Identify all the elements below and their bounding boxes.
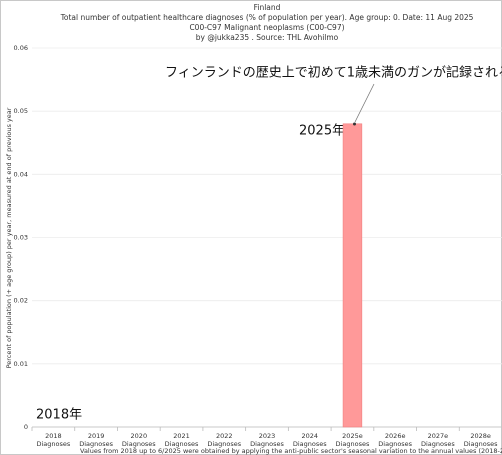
x-tick-label: 2024 xyxy=(301,432,318,440)
x-tick-label: 2028e xyxy=(470,432,491,440)
annotation: 2018年 xyxy=(36,408,82,423)
x-tick-label: Diagnoses xyxy=(122,440,156,448)
y-tick-label: 0.03 xyxy=(14,234,28,242)
x-tick-label: 2026e xyxy=(385,432,406,440)
x-tick-label: Diagnoses xyxy=(36,440,70,448)
annotation: フィンランドの歴史上で初めて1歳未満のガンが記録される xyxy=(165,65,502,81)
y-axis-label: Percent of population (+ age group) per … xyxy=(5,107,13,368)
x-tick-label: 2022 xyxy=(216,432,233,440)
x-tick-label: Diagnoses xyxy=(421,440,455,448)
x-tick-label: 2020 xyxy=(131,432,148,440)
annotation-arrow xyxy=(354,83,375,123)
y-tick-label: 0.04 xyxy=(14,170,28,178)
x-tick-label: Diagnoses xyxy=(293,440,327,448)
y-tick-label: 0.02 xyxy=(14,297,28,305)
x-tick-label: Diagnoses xyxy=(207,440,241,448)
x-tick-label: Diagnoses xyxy=(336,440,370,448)
x-tick-label: 2027e xyxy=(428,432,449,440)
chart-title: Finland xyxy=(254,3,281,12)
y-tick-label: 0.06 xyxy=(14,44,28,52)
footnote: Values from 2018 up to 6/2025 were obtai… xyxy=(80,447,502,455)
x-tick-label: 2025e xyxy=(342,432,363,440)
x-tick-label: Diagnoses xyxy=(79,440,113,448)
bar xyxy=(342,123,363,428)
y-tick-label: 0.01 xyxy=(14,360,28,368)
x-tick-label: Diagnoses xyxy=(378,440,412,448)
arrow-head xyxy=(353,122,356,126)
annotation: 2025年 xyxy=(299,124,345,139)
y-tick-label: 0 xyxy=(24,423,28,431)
x-tick-label: Diagnoses xyxy=(464,440,498,448)
x-tick-label: 2023 xyxy=(259,432,276,440)
x-tick-label: Diagnoses xyxy=(165,440,199,448)
x-tick-label: Diagnoses xyxy=(250,440,284,448)
chart-title: by @jukka235 . Source: THL Avohilmo xyxy=(196,33,339,42)
x-tick-label: 2018 xyxy=(45,432,62,440)
chart-title: Total number of outpatient healthcare di… xyxy=(60,13,474,22)
x-tick-label: 2021 xyxy=(173,432,190,440)
y-tick-label: 0.05 xyxy=(14,107,28,115)
x-tick-label: 2019 xyxy=(88,432,105,440)
chart-title: C00-C97 Malignant neoplasms (C00-C97) xyxy=(189,23,344,32)
